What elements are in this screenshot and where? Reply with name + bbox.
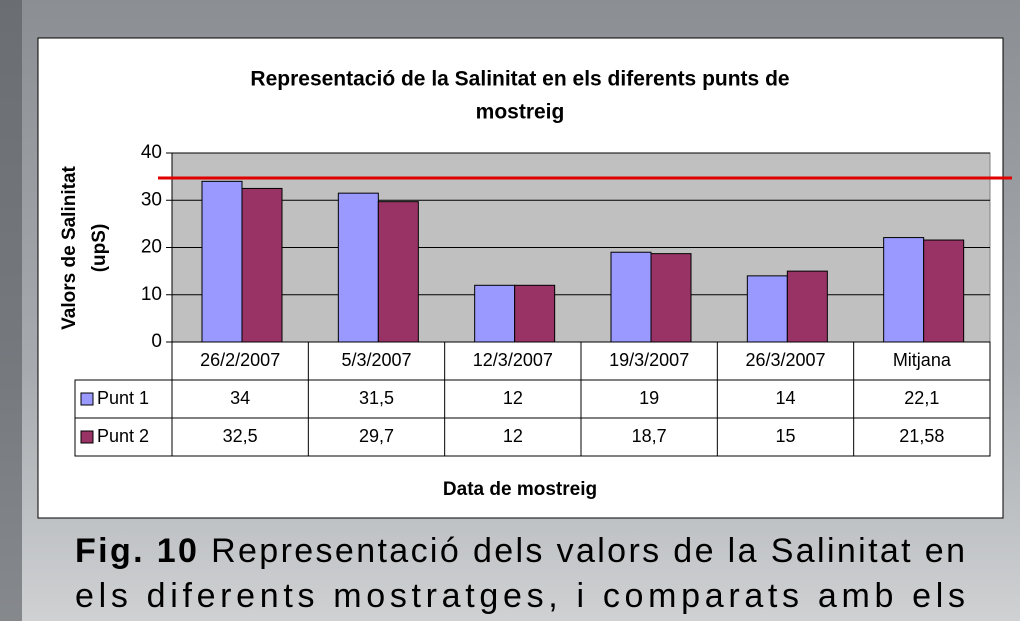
x-axis-label: Data de mostreig	[443, 479, 597, 500]
table-value: 12	[503, 388, 523, 408]
x-tick-label: 5/3/2007	[341, 350, 411, 370]
bar	[611, 252, 651, 342]
bar	[515, 285, 555, 342]
y-tick-label: 0	[151, 331, 162, 352]
table-value: 18,7	[632, 426, 667, 446]
y-tick-label: 40	[141, 142, 162, 163]
chart-title: mostreig	[476, 101, 565, 124]
y-axis-label: Valors de Salinitat	[59, 165, 80, 329]
table-value: 31,5	[359, 388, 394, 408]
chart: Representació de la Salinitat en els dif…	[0, 0, 1020, 621]
table-value: 21,58	[899, 426, 944, 446]
y-tick-label: 20	[141, 237, 162, 258]
legend-label: Punt 1	[97, 388, 149, 408]
bar	[338, 193, 378, 342]
x-tick-label: 26/3/2007	[745, 350, 825, 370]
bar	[787, 271, 827, 342]
caption: Fig. 10 Representació dels valors de la …	[75, 532, 965, 570]
bar	[884, 238, 924, 342]
x-tick-label: Mitjana	[893, 350, 952, 370]
x-tick-label: 19/3/2007	[609, 350, 689, 370]
x-tick-label: 12/3/2007	[473, 350, 553, 370]
bar	[747, 276, 787, 342]
chart-title: Representació de la Salinitat en els dif…	[250, 68, 789, 91]
table-value: 29,7	[359, 426, 394, 446]
bar	[651, 254, 691, 342]
bar	[202, 181, 242, 342]
legend-swatch	[81, 393, 93, 405]
bar	[242, 188, 282, 342]
background-edge	[0, 0, 22, 621]
bar	[924, 240, 964, 342]
table-value: 14	[775, 388, 795, 408]
x-tick-label: 26/2/2007	[200, 350, 280, 370]
table-value: 19	[639, 388, 659, 408]
caption-label: Fig. 10	[75, 532, 197, 570]
table-value: 34	[230, 388, 250, 408]
legend-swatch	[81, 431, 93, 443]
y-tick-label: 30	[141, 189, 162, 210]
y-tick-label: 10	[141, 284, 162, 305]
caption-line: els diferents mostratges, i comparats am…	[75, 577, 965, 615]
table-value: 22,1	[904, 388, 939, 408]
page: {"chart_data": {"type": "bar", "title": …	[0, 0, 1020, 621]
table-value: 15	[775, 426, 795, 446]
legend-label: Punt 2	[97, 426, 149, 446]
table-value: 12	[503, 426, 523, 446]
bar	[378, 202, 418, 342]
bar	[475, 285, 515, 342]
table-value: 32,5	[223, 426, 258, 446]
y-axis-label: (upS)	[89, 224, 110, 273]
